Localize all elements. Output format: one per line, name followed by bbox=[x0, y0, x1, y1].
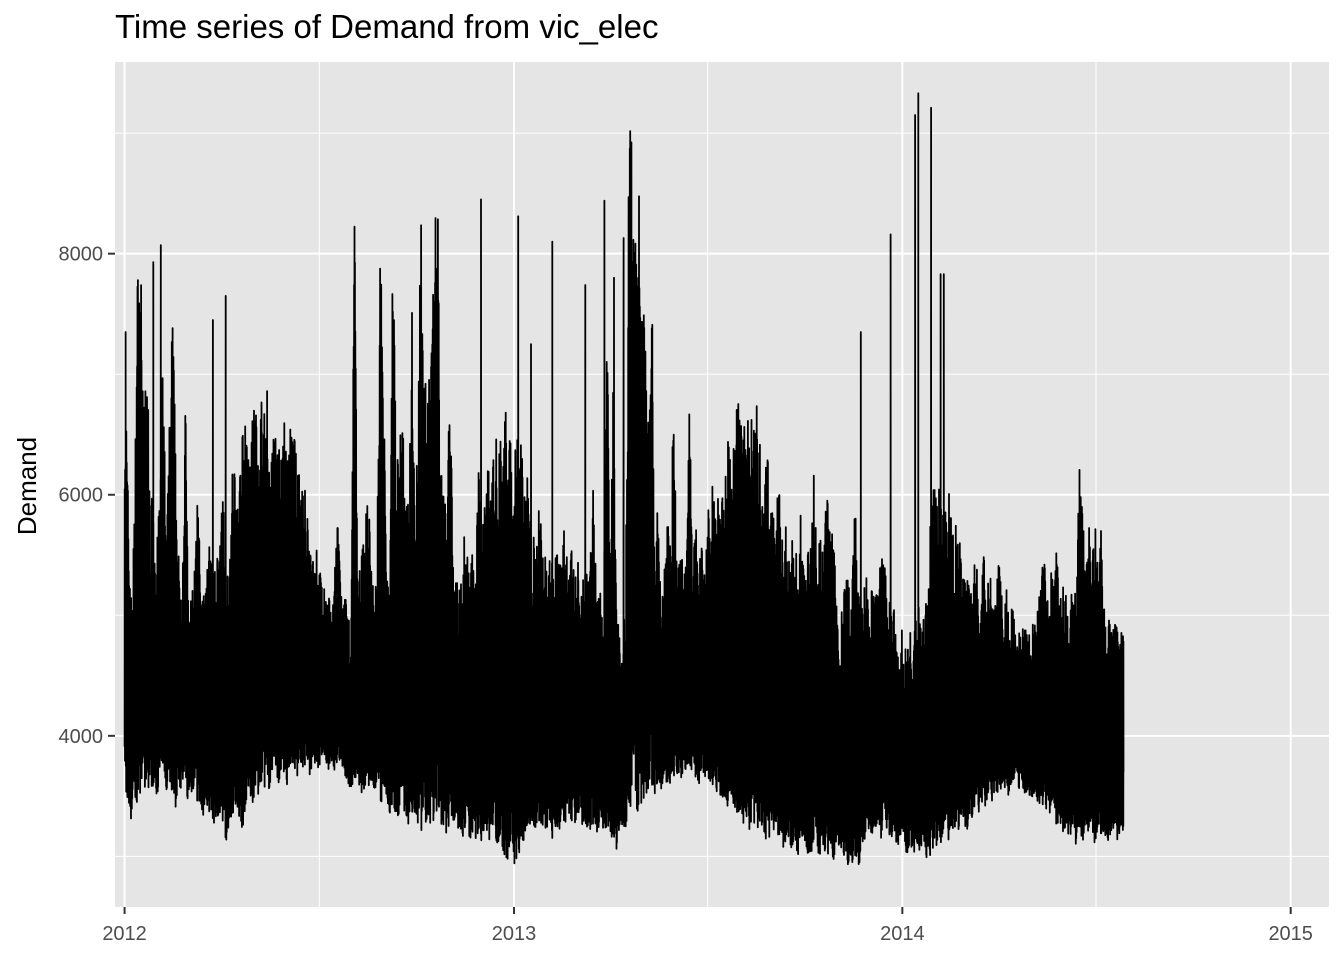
x-tick-label: 2014 bbox=[880, 923, 925, 945]
y-tick-label: 8000 bbox=[59, 244, 104, 266]
x-axis: 2012 2013 2014 2015 bbox=[102, 907, 1313, 945]
demand-line bbox=[123, 92, 1125, 866]
y-axis-title: Demand bbox=[12, 437, 42, 535]
y-tick-label: 6000 bbox=[59, 485, 104, 507]
x-tick-label: 2013 bbox=[492, 923, 537, 945]
y-axis: 4000 6000 8000 bbox=[59, 244, 115, 748]
x-tick-label: 2015 bbox=[1268, 923, 1313, 945]
y-tick-label: 4000 bbox=[59, 726, 104, 748]
chart-title: Time series of Demand from vic_elec bbox=[115, 8, 659, 45]
x-tick-label: 2012 bbox=[102, 923, 147, 945]
